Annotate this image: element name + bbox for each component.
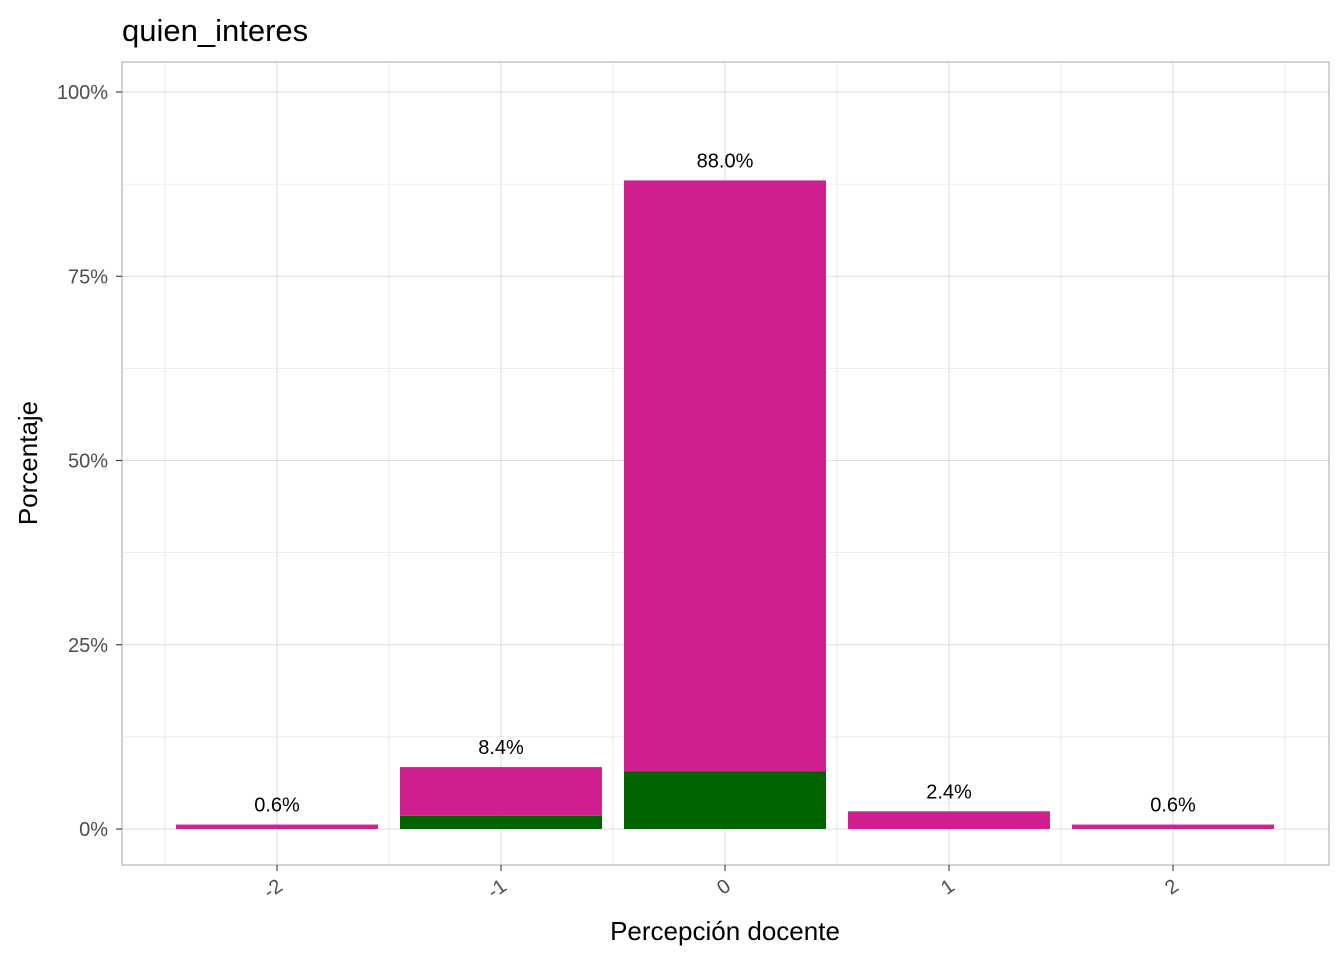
y-axis-title: Porcentaje <box>13 401 43 525</box>
chart-title: quien_interes <box>122 13 308 48</box>
bar-value-label: 8.4% <box>478 737 524 759</box>
y-tick-label: 100% <box>57 82 108 104</box>
bar-segment <box>1072 824 1274 829</box>
y-tick-label: 0% <box>79 819 108 841</box>
y-axis: 0% 25% 50% 75% 100% <box>57 82 122 841</box>
bar-segment <box>176 824 378 829</box>
bar-segment <box>400 767 602 816</box>
bar-value-label: 0.6% <box>1150 795 1196 817</box>
x-tick-label: 2 <box>1161 875 1183 899</box>
y-tick-label: 25% <box>68 635 108 657</box>
x-tick-label: -2 <box>260 875 287 903</box>
bar-value-label: 0.6% <box>254 795 300 817</box>
bar-segment <box>624 180 826 772</box>
bar-value-label: 2.4% <box>926 781 972 803</box>
y-tick-label: 75% <box>68 266 108 288</box>
bars <box>176 180 1274 829</box>
x-axis: -2 -1 0 1 2 <box>260 865 1183 903</box>
x-tick-label: -1 <box>484 875 511 903</box>
bar-value-label: 88.0% <box>697 150 754 172</box>
bar-segment <box>848 811 1050 829</box>
y-tick-label: 50% <box>68 451 108 473</box>
bar-segment <box>400 815 602 829</box>
x-tick-label: 1 <box>937 875 959 899</box>
bar-segment <box>624 771 826 829</box>
x-axis-title: Percepción docente <box>610 916 840 946</box>
x-tick-label: 0 <box>713 875 735 899</box>
data-labels: 0.6% 8.4% 88.0% 2.4% 0.6% <box>254 150 1196 816</box>
